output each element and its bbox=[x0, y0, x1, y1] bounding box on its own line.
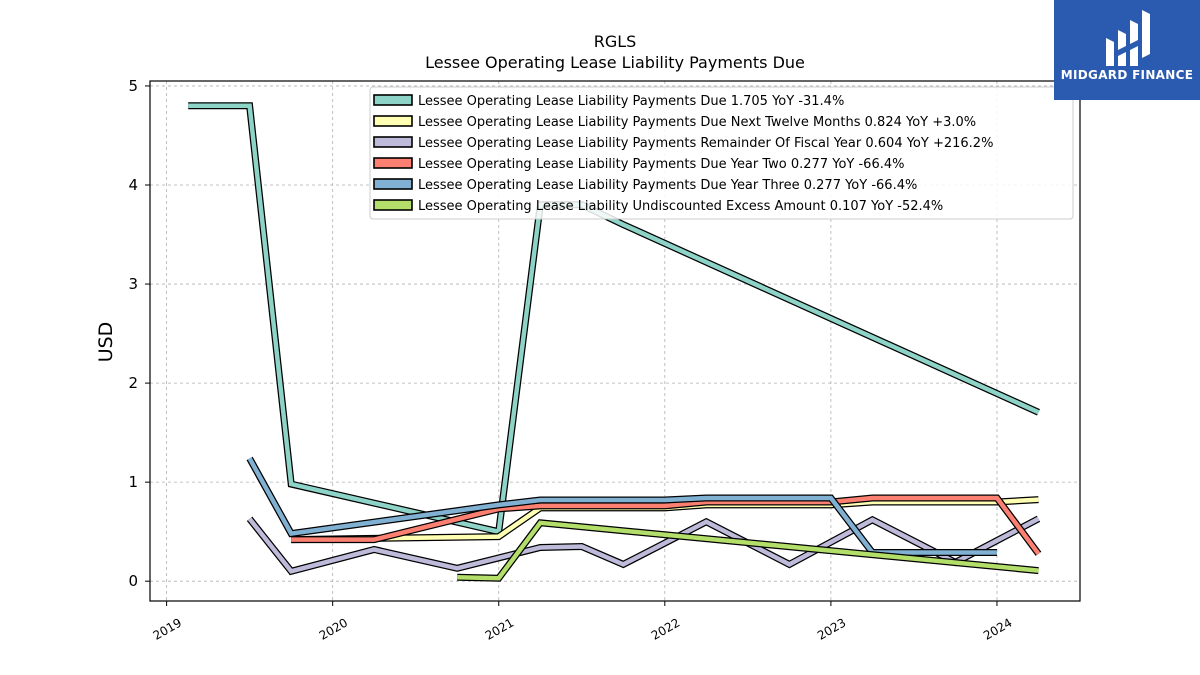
legend: Lessee Operating Lease Liability Payment… bbox=[369, 86, 1074, 220]
legend-box bbox=[369, 86, 1074, 220]
legend-swatch bbox=[373, 199, 413, 211]
legend-label: Lessee Operating Lease Liability Undisco… bbox=[418, 199, 943, 214]
y-tick-label: 1 bbox=[128, 473, 138, 491]
y-tick-label: 0 bbox=[128, 572, 138, 590]
chart-subtitle: Lessee Operating Lease Liability Payment… bbox=[425, 53, 805, 72]
y-tick-label: 3 bbox=[128, 275, 138, 293]
legend-swatch bbox=[373, 157, 413, 169]
chart-title: RGLS bbox=[594, 32, 637, 51]
y-axis-label: USD bbox=[95, 322, 117, 363]
y-tick-label: 4 bbox=[128, 176, 138, 194]
x-tick-label: 2023 bbox=[815, 615, 848, 642]
legend-label: Lessee Operating Lease Liability Payment… bbox=[418, 178, 917, 193]
legend-swatch bbox=[373, 94, 413, 106]
y-tick-label: 2 bbox=[128, 374, 138, 392]
logo-mark-icon bbox=[1106, 10, 1150, 66]
legend-label: Lessee Operating Lease Liability Payment… bbox=[418, 94, 844, 109]
series-line-6 bbox=[457, 520, 1039, 581]
legend-swatch bbox=[373, 178, 413, 190]
series-line-3 bbox=[247, 516, 1040, 574]
series-line-4 bbox=[291, 495, 1041, 556]
midgard-finance-logo: MIDGARD FINANCE bbox=[1054, 0, 1200, 100]
x-tick-label: 2022 bbox=[649, 615, 682, 642]
plot-frame bbox=[149, 80, 1081, 602]
legend-label: Lessee Operating Lease Liability Payment… bbox=[418, 136, 993, 151]
series-line-1 bbox=[188, 103, 1040, 535]
legend-swatch bbox=[373, 115, 413, 127]
legend-swatch bbox=[373, 136, 413, 148]
legend-label: Lessee Operating Lease Liability Payment… bbox=[418, 157, 904, 172]
logo-text: MIDGARD FINANCE bbox=[1060, 68, 1194, 82]
series-line-5 bbox=[247, 457, 997, 555]
x-tick-label: 2024 bbox=[981, 615, 1014, 642]
x-tick-label: 2021 bbox=[483, 615, 516, 642]
legend-label: Lessee Operating Lease Liability Payment… bbox=[418, 115, 976, 130]
series-lines bbox=[188, 102, 1042, 582]
y-tick-label: 5 bbox=[128, 77, 138, 95]
x-tick-label: 2020 bbox=[317, 615, 350, 642]
x-tick-label: 2019 bbox=[151, 615, 184, 642]
